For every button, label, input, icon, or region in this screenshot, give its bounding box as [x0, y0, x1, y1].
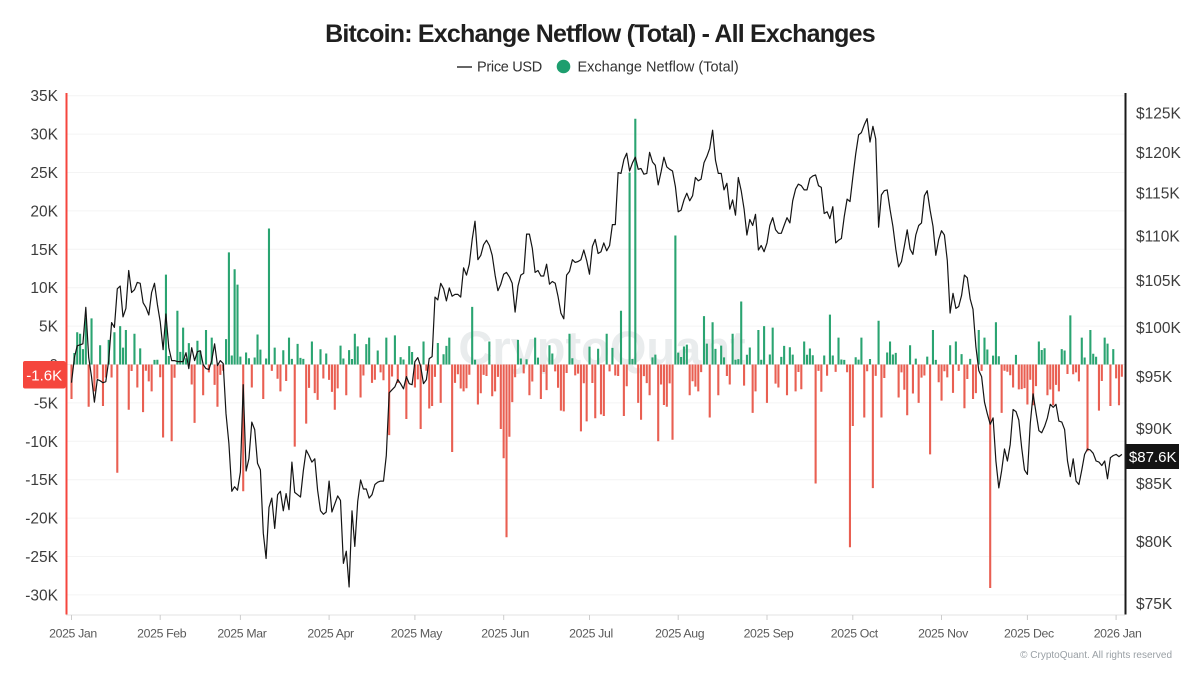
svg-text:-1.6K: -1.6K: [26, 368, 62, 385]
svg-text:$90K: $90K: [1136, 421, 1173, 438]
svg-text:30K: 30K: [30, 127, 58, 144]
svg-text:2025 Jan: 2025 Jan: [49, 627, 97, 641]
svg-text:35K: 35K: [30, 88, 58, 105]
svg-text:$100K: $100K: [1136, 320, 1181, 337]
svg-text:© CryptoQuant. All rights rese: © CryptoQuant. All rights reserved: [1020, 650, 1172, 661]
svg-text:Exchange Netflow (Total): Exchange Netflow (Total): [578, 60, 739, 76]
svg-text:2025 May: 2025 May: [391, 627, 443, 641]
svg-text:10K: 10K: [30, 280, 58, 297]
svg-text:$125K: $125K: [1136, 106, 1181, 123]
svg-text:$75K: $75K: [1136, 596, 1173, 613]
svg-text:2025 Jun: 2025 Jun: [481, 627, 529, 641]
svg-text:2025 Sep: 2025 Sep: [744, 627, 794, 641]
svg-text:2025 Aug: 2025 Aug: [655, 627, 705, 641]
svg-text:2025 Feb: 2025 Feb: [137, 627, 187, 641]
svg-text:-10K: -10K: [25, 434, 58, 451]
svg-text:20K: 20K: [30, 203, 58, 220]
svg-text:5K: 5K: [39, 319, 59, 336]
svg-text:2025 Apr: 2025 Apr: [307, 627, 354, 641]
svg-text:$105K: $105K: [1136, 273, 1181, 290]
svg-text:Price USD: Price USD: [477, 60, 542, 76]
svg-text:2025 Oct: 2025 Oct: [831, 627, 879, 641]
svg-text:$95K: $95K: [1136, 369, 1173, 386]
svg-text:2025 Dec: 2025 Dec: [1004, 627, 1054, 641]
svg-text:2025 Mar: 2025 Mar: [217, 627, 266, 641]
svg-text:2025 Jul: 2025 Jul: [569, 627, 613, 641]
svg-text:-15K: -15K: [25, 472, 58, 489]
svg-text:2026 Jan: 2026 Jan: [1094, 627, 1142, 641]
svg-text:$120K: $120K: [1136, 145, 1181, 162]
svg-text:-25K: -25K: [25, 549, 58, 566]
svg-text:25K: 25K: [30, 165, 58, 182]
svg-text:$80K: $80K: [1136, 534, 1173, 551]
svg-text:$110K: $110K: [1136, 228, 1180, 245]
svg-text:2025 Nov: 2025 Nov: [918, 627, 969, 641]
svg-text:$115K: $115K: [1136, 186, 1180, 203]
svg-text:15K: 15K: [30, 242, 58, 259]
svg-text:-5K: -5K: [34, 395, 59, 412]
svg-text:Bitcoin: Exchange Netflow (Tot: Bitcoin: Exchange Netflow (Total) - All …: [325, 20, 875, 48]
svg-text:$85K: $85K: [1136, 476, 1173, 493]
svg-text:-30K: -30K: [25, 587, 58, 604]
svg-text:-20K: -20K: [25, 511, 58, 528]
svg-text:$87.6K: $87.6K: [1129, 449, 1177, 466]
